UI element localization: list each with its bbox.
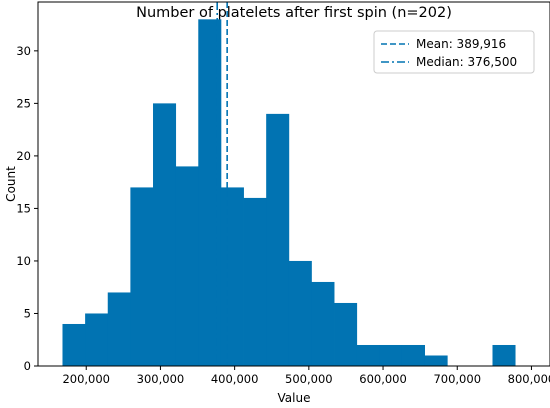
y-tick-label: 10 (16, 254, 31, 268)
y-tick-label: 0 (24, 359, 31, 373)
legend-mean-label: Mean: 389,916 (416, 37, 506, 51)
histogram-bar (175, 166, 199, 366)
histogram-bar (401, 344, 425, 366)
histogram-bar (356, 344, 380, 366)
legend: Mean: 389,916 Median: 376,500 (373, 30, 535, 74)
histogram-bars (62, 19, 516, 367)
histogram-bar (85, 313, 109, 366)
histogram-bar (243, 197, 267, 366)
histogram-bar (266, 113, 290, 366)
y-axis-label: Count (4, 166, 18, 202)
histogram-bar (379, 344, 403, 366)
x-tick-label: 400,000 (211, 372, 259, 386)
x-tick-label: 200,000 (62, 372, 110, 386)
legend-box (373, 30, 535, 74)
y-tick-label: 30 (16, 44, 31, 58)
legend-median-label: Median: 376,500 (416, 55, 517, 69)
histogram-bar (198, 19, 222, 366)
histogram-bar (311, 281, 335, 366)
histogram-bar (424, 355, 448, 366)
x-tick-label: 500,000 (285, 372, 333, 386)
x-tick-label: 600,000 (359, 372, 407, 386)
histogram-bar (62, 323, 86, 366)
histogram-bar (107, 292, 131, 366)
reference-lines (216, 2, 228, 366)
y-tick-label: 25 (16, 96, 31, 110)
histogram-bar (153, 103, 177, 367)
y-tick-label: 5 (24, 306, 31, 320)
histogram-bar (130, 187, 154, 366)
histogram-bar (220, 187, 244, 366)
histogram-bar (492, 344, 516, 366)
chart-title: Number of platelets after first spin (n=… (136, 5, 452, 21)
x-tick-label: 800,000 (508, 372, 550, 386)
plot-frame (37, 1, 550, 367)
y-axis-ticks: 0 5 10 15 20 25 30 (16, 44, 38, 373)
histogram-bar (288, 260, 312, 366)
y-tick-label: 20 (16, 149, 31, 163)
y-tick-label: 15 (16, 201, 31, 215)
x-tick-label: 300,000 (137, 372, 185, 386)
x-tick-label: 700,000 (433, 372, 481, 386)
x-axis-ticks: 200,000 300,000 400,000 500,000 600,000 700,0… (62, 366, 550, 386)
x-axis-label: Value (278, 391, 311, 405)
histogram-bar (334, 302, 358, 366)
